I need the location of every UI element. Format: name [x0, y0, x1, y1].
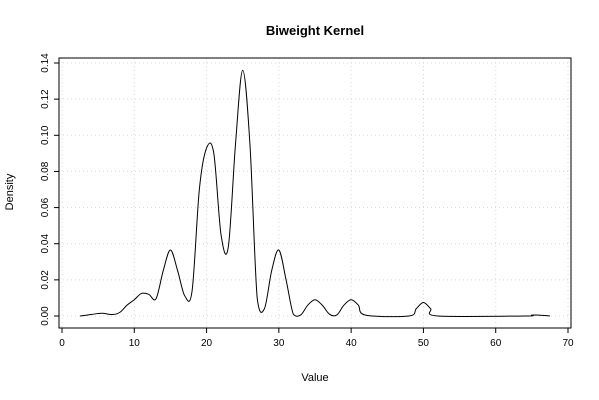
- x-tick-label: 50: [418, 338, 430, 349]
- y-tick-label: 0.12: [40, 89, 51, 109]
- x-tick-label: 70: [562, 338, 574, 349]
- density-curve: [80, 69, 550, 318]
- y-tick-label: 0.10: [40, 125, 51, 145]
- x-tick-label: 30: [273, 338, 285, 349]
- y-axis-label: Density: [4, 173, 16, 210]
- x-tick-label: 0: [59, 338, 65, 349]
- y-tick-label: 0.00: [40, 306, 51, 326]
- x-tick-label: 20: [201, 338, 213, 349]
- grid: [59, 58, 571, 328]
- x-axis: 0 10 20 30 40 50 60 70: [59, 328, 574, 349]
- x-axis-label: Value: [301, 372, 328, 384]
- y-tick-label: 0.04: [40, 234, 51, 254]
- y-axis: 0.00 0.02 0.04 0.06 0.08 0.10 0.12 0.14: [40, 53, 59, 326]
- y-tick-label: 0.14: [40, 53, 51, 73]
- x-tick-label: 60: [490, 338, 502, 349]
- y-tick-label: 0.06: [40, 197, 51, 217]
- y-tick-label: 0.08: [40, 161, 51, 181]
- chart-title: Biweight Kernel: [266, 23, 364, 38]
- x-tick-label: 40: [346, 338, 358, 349]
- y-tick-label: 0.02: [40, 270, 51, 290]
- plot-border: [58, 57, 572, 329]
- x-tick-label: 10: [129, 338, 141, 349]
